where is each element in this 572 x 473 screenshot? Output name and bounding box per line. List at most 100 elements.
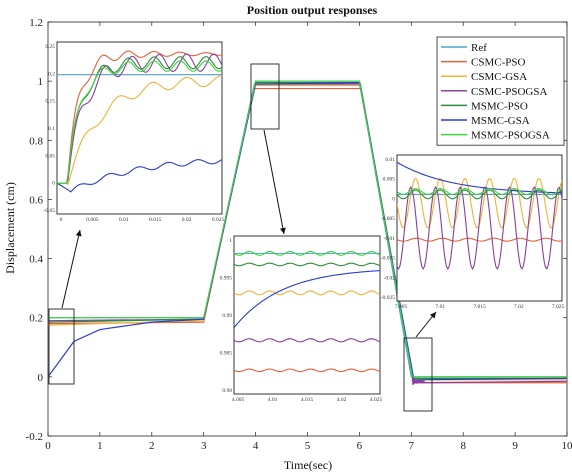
inset-x-tick-label: 0 xyxy=(60,217,63,223)
zoom-arrow xyxy=(263,129,286,235)
legend-label: MSMC-GSA xyxy=(471,115,530,127)
y-axis-label: Displacement (cm) xyxy=(3,182,17,274)
y-tick-label: 0 xyxy=(38,372,44,384)
inset-y-tick-label: 0.2 xyxy=(48,71,55,77)
inset-series-msmc-psogsa xyxy=(234,250,380,256)
x-tick-label: 8 xyxy=(460,440,466,452)
inset-series-csmc-psogsa xyxy=(57,53,222,184)
legend-label: CSMC-PSOGSA xyxy=(471,86,547,98)
inset-y-tick-label: -0.005 xyxy=(381,216,395,222)
inset-x-tick-label: 4.01 xyxy=(268,397,278,403)
inset-series-csmc-gsa xyxy=(57,75,222,186)
inset-y-tick-label: -0.025 xyxy=(381,295,395,301)
inset-y-tick-label: 0.25 xyxy=(45,44,55,50)
x-tick-label: 3 xyxy=(201,440,207,452)
inset-y-tick-label: 0 xyxy=(392,196,395,202)
zoom-box xyxy=(48,308,75,385)
x-tick-label: 2 xyxy=(149,440,155,452)
inset-frame xyxy=(56,41,223,215)
inset-x-tick-label: 0.025 xyxy=(212,217,225,223)
inset-series-csmc-psogsa xyxy=(397,185,562,271)
inset-3: 7.005 7.01 7.015 7.02 7.025 -0.025 -0.02 -0.015… xyxy=(381,154,565,310)
y-tick-label: 0.8 xyxy=(29,135,43,147)
inset-y-tick-label: -0.02 xyxy=(384,275,396,281)
legend-label: CSMC-GSA xyxy=(471,71,527,83)
x-tick-label: 6 xyxy=(357,440,363,452)
inset-x-tick-label: 0.005 xyxy=(86,217,99,223)
inset-series-msmc-gsa xyxy=(397,161,562,194)
inset-x-tick-label: 7.01 xyxy=(435,304,445,310)
inset-series-csmc-pso xyxy=(397,237,562,242)
zoom-arrow xyxy=(61,229,82,309)
inset-y-tick-label: 0.99 xyxy=(222,313,232,319)
inset-series-csmc-gsa xyxy=(234,290,380,296)
inset-x-tick-label: 7.005 xyxy=(395,304,408,310)
plot-area: 0 1 2 3 4 5 6 7 8 9 10-0.200.20.40.60.811.2 xyxy=(26,17,572,452)
x-tick-label: 9 xyxy=(512,440,518,452)
y-tick-label: 1.2 xyxy=(29,17,43,29)
inset-y-tick-label: 0.01 xyxy=(385,157,395,163)
inset-y-tick-label: -0.01 xyxy=(384,236,396,242)
inset-series-msmc-pso xyxy=(234,262,380,267)
zoom-annotations xyxy=(48,63,437,412)
inset-1: 0 0.005 0.01 0.015 0.02 0.025 -0.05 0 0.05 0.1 0.1… xyxy=(44,41,225,223)
inset-series-msmc-gsa xyxy=(57,159,222,193)
inset-series-msmc-pso xyxy=(397,189,562,200)
inset-series-csmc-pso xyxy=(234,368,380,373)
series-transient-csmc-psogsa xyxy=(411,377,425,385)
y-tick-label: 1 xyxy=(38,76,44,88)
y-tick-label: 0.6 xyxy=(29,194,43,206)
inset-series-msmc-gsa xyxy=(234,270,380,328)
legend: Ref CSMC-PSO CSMC-GSA CSMC-PSOGSA MSMC-PSO MS… xyxy=(436,36,565,146)
inset-y-tick-label: 0.05 xyxy=(45,153,55,159)
inset-y-tick-label: 0.005 xyxy=(383,177,396,183)
inset-y-tick-label: -0.015 xyxy=(381,256,395,262)
inset-series-msmc-psogsa xyxy=(57,60,222,184)
inset-y-tick-label: 0.995 xyxy=(220,276,233,282)
x-axis-label: Time(sec) xyxy=(284,458,332,472)
inset-series-csmc-pso xyxy=(57,50,222,184)
inset-x-tick-label: 4.015 xyxy=(301,397,314,403)
inset-frame xyxy=(233,235,381,395)
inset-y-tick-label: 0 xyxy=(52,181,55,187)
inset-series-csmc-psogsa xyxy=(234,338,380,343)
x-tick-label: 1 xyxy=(97,440,103,452)
inset-x-tick-label: 0.02 xyxy=(182,217,192,223)
legend-label: MSMC-PSOGSA xyxy=(471,130,550,142)
legend-label: CSMC-PSO xyxy=(471,57,525,69)
inset-y-tick-label: 1 xyxy=(229,238,232,244)
inset-x-tick-label: 0.015 xyxy=(149,217,162,223)
x-tick-label: 0 xyxy=(45,440,51,452)
y-tick-label: 0.2 xyxy=(29,313,43,325)
inset-y-tick-label: -0.05 xyxy=(44,208,56,214)
series-line-msmc-pso xyxy=(48,82,567,379)
legend-label: Ref xyxy=(471,42,487,54)
x-tick-label: 7 xyxy=(409,440,415,452)
y-tick-label: -0.2 xyxy=(26,431,43,443)
inset-2: 4.005 4.01 4.015 4.02 4.025 0.98 0.985 0.99 0.99… xyxy=(220,235,383,403)
inset-frame xyxy=(396,154,563,302)
chart-title: Position output responses xyxy=(247,3,378,17)
inset-y-tick-label: 0.1 xyxy=(48,126,55,132)
inset-x-tick-label: 4.02 xyxy=(337,397,347,403)
y-tick-label: 0.4 xyxy=(29,254,43,266)
x-tick-label: 5 xyxy=(305,440,311,452)
zoom-box xyxy=(403,337,433,412)
inset-x-tick-label: 7.015 xyxy=(473,304,486,310)
inset-y-tick-label: 0.98 xyxy=(222,388,232,394)
inset-y-tick-label: 0.985 xyxy=(220,351,233,357)
x-tick-label: 4 xyxy=(253,440,259,452)
series-line-msmc-psogsa xyxy=(48,80,567,378)
inset-x-tick-label: 7.025 xyxy=(552,304,565,310)
x-tick-label: 10 xyxy=(562,440,572,452)
inset-series-msmc-psogsa xyxy=(397,188,562,195)
inset-x-tick-label: 7.02 xyxy=(514,304,524,310)
zoom-box xyxy=(250,63,280,130)
inset-y-tick-label: 0.15 xyxy=(45,99,55,105)
inset-series-msmc-pso xyxy=(57,56,222,184)
inset-plots: 0 0.005 0.01 0.015 0.02 0.025 -0.05 0 0.05 0.1 0.1… xyxy=(44,41,565,403)
inset-x-tick-label: 4.005 xyxy=(232,397,245,403)
legend-label: MSMC-PSO xyxy=(471,100,528,112)
inset-x-tick-label: 4.025 xyxy=(370,397,383,403)
